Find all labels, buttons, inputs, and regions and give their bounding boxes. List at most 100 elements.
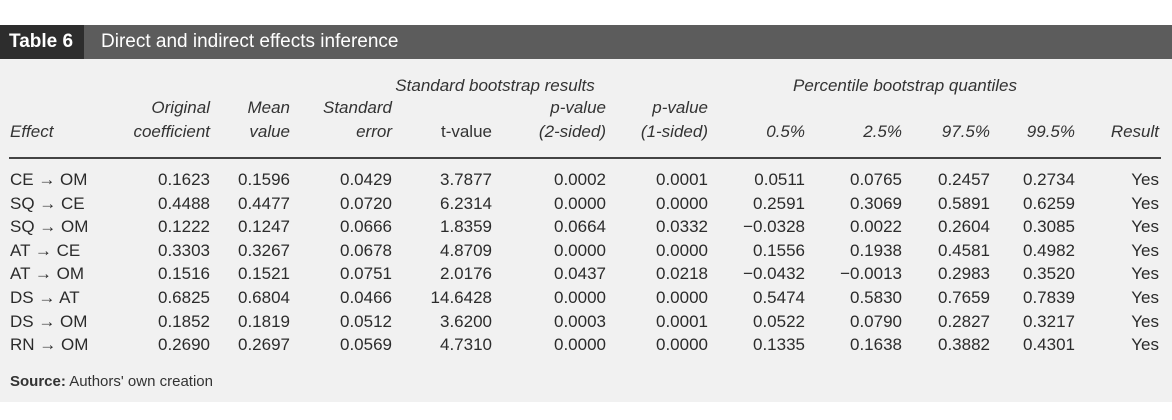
cell-p1: 0.0000 bbox=[656, 193, 708, 213]
column-header-q975-line2: 97.5% bbox=[941, 122, 990, 141]
cell-se: 0.0751 bbox=[340, 264, 392, 284]
cell-effect: CE → OM bbox=[10, 170, 88, 189]
header-rule bbox=[9, 157, 1161, 159]
cell-q975: 0.5891 bbox=[938, 193, 990, 213]
column-header-orig-line1: Original bbox=[151, 98, 210, 117]
cell-q25: 0.1638 bbox=[850, 335, 902, 355]
cell-q975: 0.3882 bbox=[938, 335, 990, 355]
cell-p1: 0.0000 bbox=[656, 335, 708, 355]
table-frame: Table 6 Direct and indirect effects infe… bbox=[0, 25, 1172, 402]
column-header-p1-line2: (1-sided) bbox=[640, 122, 708, 141]
cell-se: 0.0429 bbox=[340, 170, 392, 189]
cell-orig: 0.2690 bbox=[158, 335, 210, 355]
table-row: RN → OM 0.2690 0.2697 0.0569 4.7310 0.0000 0.0… bbox=[0, 333, 1172, 357]
cell-se: 0.0569 bbox=[340, 335, 392, 355]
cell-q25: 0.1938 bbox=[850, 240, 902, 260]
cell-q05: 0.0511 bbox=[754, 170, 805, 189]
cell-mean: 0.6804 bbox=[238, 288, 290, 307]
cell-q975: 0.2457 bbox=[938, 170, 990, 189]
cell-q25: 0.0765 bbox=[850, 170, 902, 189]
table-row: DS → OM 0.1852 0.1819 0.0512 3.6200 0.0003 0.0… bbox=[0, 310, 1172, 334]
table-row: SQ → CE 0.4488 0.4477 0.0720 6.2314 0.0000 0.0… bbox=[0, 192, 1172, 216]
source-text: Authors' own creation bbox=[65, 373, 213, 390]
cell-q05: 0.0522 bbox=[753, 311, 805, 331]
source-label: Source: bbox=[10, 373, 66, 390]
cell-mean: 0.3267 bbox=[238, 240, 290, 260]
cell-effect: SQ → OM bbox=[10, 217, 89, 237]
group-header-percentile: Percentile bootstrap quantiles bbox=[793, 76, 1017, 95]
cell-q975: 0.4581 bbox=[938, 240, 990, 260]
cell-mean: 0.1247 bbox=[238, 217, 290, 237]
cell-q995: 0.6259 bbox=[1023, 193, 1075, 213]
cell-q975: 0.7659 bbox=[938, 288, 990, 307]
cell-p1: 0.0001 bbox=[656, 311, 708, 331]
cell-mean: 0.1596 bbox=[238, 170, 290, 189]
cell-t: 2.0176 bbox=[440, 264, 492, 284]
cell-result: Yes bbox=[1131, 170, 1159, 189]
cell-result: Yes bbox=[1131, 264, 1159, 284]
cell-effect: SQ → CE bbox=[10, 193, 85, 213]
cell-effect: AT → CE bbox=[10, 240, 81, 260]
cell-p2: 0.0000 bbox=[554, 288, 606, 307]
table-row: AT → CE 0.3303 0.3267 0.0678 4.8709 0.0000 0.0… bbox=[0, 239, 1172, 263]
cell-q995: 0.3520 bbox=[1023, 264, 1075, 284]
column-header-q25-line2: 2.5% bbox=[863, 122, 902, 141]
table-row: SQ → OM 0.1222 0.1247 0.0666 1.8359 0.0664 0.0… bbox=[0, 215, 1172, 239]
cell-q995: 0.3085 bbox=[1023, 217, 1075, 237]
cell-p2: 0.0003 bbox=[554, 311, 606, 331]
cell-result: Yes bbox=[1131, 311, 1159, 331]
column-header-p2-line2: (2-sided) bbox=[538, 122, 606, 141]
cell-mean: 0.4477 bbox=[238, 193, 290, 213]
column-header-effect-line2: Effect bbox=[10, 122, 54, 141]
column-header-se-line2: error bbox=[356, 122, 392, 141]
cell-q25: 0.0790 bbox=[850, 311, 902, 331]
column-header-se-line1: Standard bbox=[323, 98, 392, 117]
cell-p2: 0.0000 bbox=[554, 335, 606, 355]
cell-orig: 0.6825 bbox=[158, 288, 210, 307]
cell-q995: 0.4301 bbox=[1023, 335, 1075, 355]
cell-q975: 0.2827 bbox=[938, 311, 990, 331]
column-header-p2-line1: p-value bbox=[550, 98, 606, 117]
cell-q05: 0.1556 bbox=[753, 240, 805, 260]
cell-se: 0.0678 bbox=[340, 240, 392, 260]
column-header-q995-line2: 99.5% bbox=[1026, 122, 1075, 141]
cell-effect: AT → OM bbox=[10, 264, 84, 284]
cell-t: 4.8709 bbox=[440, 240, 492, 260]
cell-q25: 0.5830 bbox=[850, 288, 902, 307]
cell-p1: 0.0218 bbox=[656, 264, 708, 284]
cell-result: Yes bbox=[1131, 335, 1159, 355]
group-header-bootstrap: Standard bootstrap results bbox=[395, 76, 595, 95]
cell-result: Yes bbox=[1131, 288, 1159, 307]
cell-t: 3.6200 bbox=[440, 311, 492, 331]
cell-result: Yes bbox=[1131, 217, 1159, 237]
cell-p1: 0.0332 bbox=[656, 217, 708, 237]
cell-se: 0.0512 bbox=[340, 311, 392, 331]
table-title-bar: Table 6 Direct and indirect effects infe… bbox=[0, 25, 1172, 59]
cell-orig: 0.1623 bbox=[158, 170, 210, 189]
cell-se: 0.0466 bbox=[340, 288, 392, 307]
cell-p1: 0.0001 bbox=[656, 170, 708, 189]
cell-q975: 0.2604 bbox=[938, 217, 990, 237]
cell-p1: 0.0000 bbox=[656, 288, 708, 307]
column-header-q05-line2: 0.5% bbox=[766, 122, 805, 141]
table-number: Table 6 bbox=[0, 25, 85, 59]
cell-q05: −0.0328 bbox=[743, 217, 805, 237]
cell-se: 0.0720 bbox=[340, 193, 392, 213]
table-title: Direct and indirect effects inference bbox=[101, 31, 399, 52]
cell-orig: 0.1222 bbox=[158, 217, 210, 237]
cell-orig: 0.3303 bbox=[158, 240, 210, 260]
cell-orig: 0.4488 bbox=[158, 193, 210, 213]
cell-p2: 0.0000 bbox=[554, 240, 606, 260]
cell-t: 4.7310 bbox=[440, 335, 492, 355]
cell-t: 6.2314 bbox=[440, 193, 492, 213]
source-note: Source: Authors' own creation bbox=[10, 373, 213, 390]
cell-p2: 0.0002 bbox=[554, 170, 606, 189]
cell-t: 14.6428 bbox=[430, 288, 492, 307]
column-header-mean-line2: value bbox=[249, 122, 290, 141]
cell-q995: 0.2734 bbox=[1023, 170, 1075, 189]
cell-t: 1.8359 bbox=[440, 217, 492, 237]
cell-effect: DS → AT bbox=[10, 288, 80, 307]
cell-q25: 0.3069 bbox=[850, 193, 902, 213]
cell-q05: 0.1335 bbox=[753, 335, 805, 355]
cell-q975: 0.2983 bbox=[938, 264, 990, 284]
